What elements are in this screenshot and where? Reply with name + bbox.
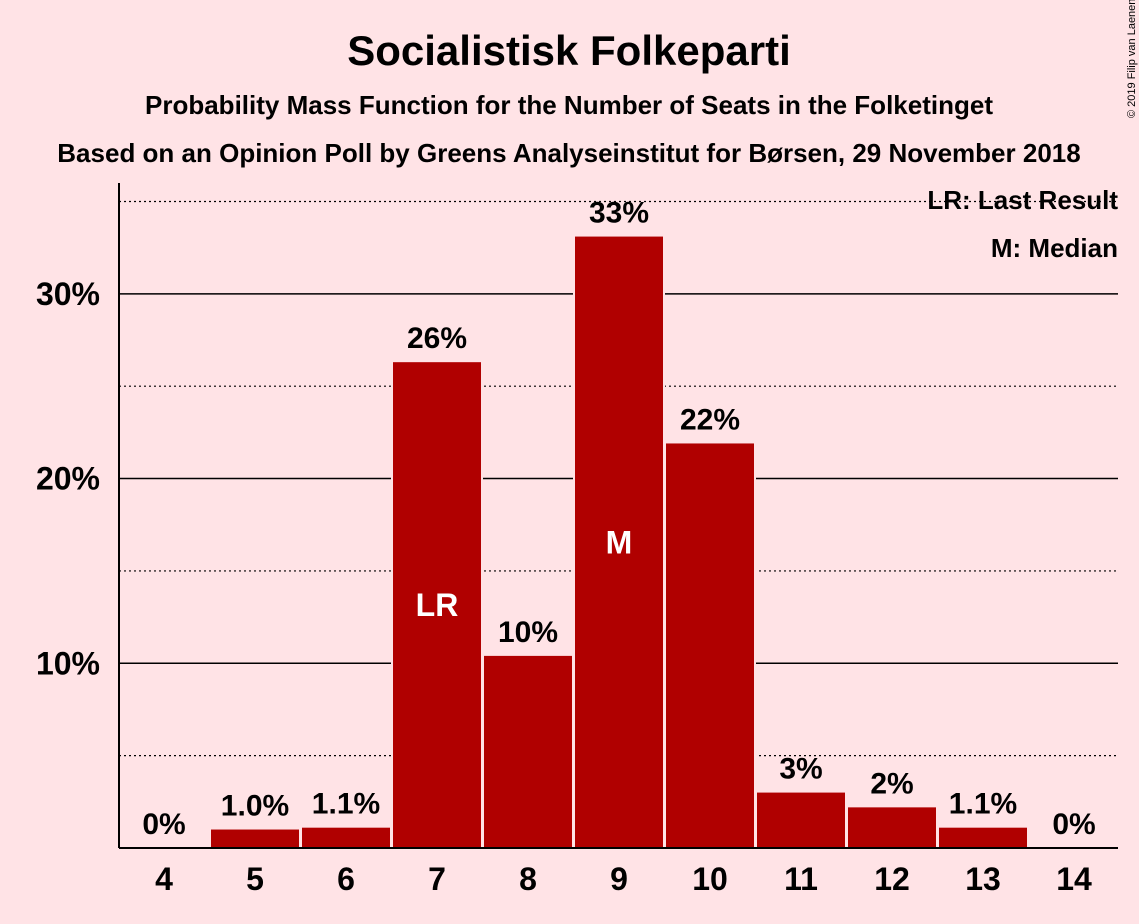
x-tick-label-9: 9 [610, 861, 628, 897]
value-label-8: 10% [498, 616, 558, 649]
bar-marker-9: M [606, 524, 633, 560]
x-tick-label-4: 4 [155, 861, 173, 897]
x-tick-label-7: 7 [428, 861, 446, 897]
value-label-9: 33% [589, 197, 649, 230]
bars-layer: 0% 1.0% 1.1% 26% LR 10% 33% M 22% 3% 2% 1.1% 0% [142, 197, 1096, 848]
bar-marker-7: LR [416, 587, 459, 623]
x-tick-label-8: 8 [519, 861, 537, 897]
axis-layer: 10% 20% 30% 4 5 6 7 8 9 10 11 12 13 14 [36, 183, 1118, 897]
chart-title: Socialistisk Folkeparti [347, 27, 791, 74]
x-tick-label-5: 5 [246, 861, 264, 897]
legend-last-result: LR: Last Result [927, 185, 1118, 215]
value-label-4: 0% [142, 808, 185, 841]
x-tick-label-10: 10 [692, 861, 728, 897]
bar-seats-8 [484, 655, 572, 848]
bar-seats-10 [666, 443, 754, 848]
x-tick-label-13: 13 [965, 861, 1001, 897]
bar-seats-5 [211, 829, 299, 848]
y-tick-label: 10% [36, 645, 100, 681]
value-label-12: 2% [870, 767, 913, 800]
copyright-text: © 2019 Filip van Laenen [1126, 0, 1138, 118]
legend-median: M: Median [991, 233, 1118, 263]
value-label-11: 3% [779, 753, 822, 786]
value-label-7: 26% [407, 322, 467, 355]
y-tick-label: 30% [36, 276, 100, 312]
value-label-6: 1.1% [312, 788, 380, 821]
x-tick-label-11: 11 [784, 861, 818, 897]
value-label-14: 0% [1052, 808, 1095, 841]
y-tick-label: 20% [36, 461, 100, 497]
x-tick-label-12: 12 [874, 861, 910, 897]
value-label-5: 1.0% [221, 790, 289, 823]
bar-seats-9 [575, 236, 663, 848]
chart-subtitle-2: Based on an Opinion Poll by Greens Analy… [57, 138, 1080, 168]
x-tick-label-6: 6 [337, 861, 355, 897]
bar-seats-6 [302, 827, 390, 848]
bar-seats-13 [939, 827, 1027, 848]
value-label-13: 1.1% [949, 788, 1017, 821]
bar-seats-11 [757, 792, 845, 848]
chart-subtitle: Probability Mass Function for the Number… [145, 90, 993, 120]
value-label-10: 22% [680, 403, 740, 436]
x-tick-label-14: 14 [1056, 861, 1092, 897]
bar-seats-12 [848, 807, 936, 848]
bar-seats-7 [393, 362, 481, 848]
